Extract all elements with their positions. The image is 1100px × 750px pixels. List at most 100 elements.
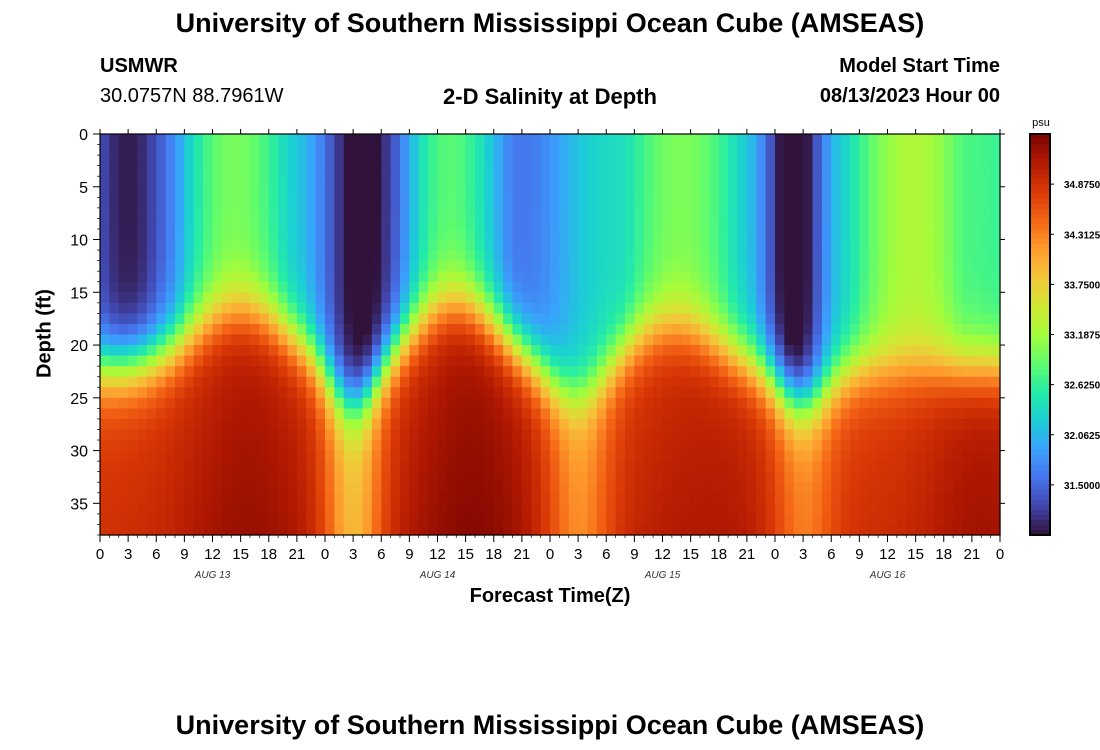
heatmap-cell: [231, 397, 242, 409]
heatmap-cell: [109, 218, 120, 230]
heatmap-cell: [362, 155, 373, 167]
heatmap-cell: [531, 292, 542, 304]
heatmap-cell: [278, 155, 289, 167]
heatmap-cell: [981, 492, 992, 504]
heatmap-cell: [428, 450, 439, 462]
heatmap-cell: [587, 186, 598, 198]
heatmap-cell: [765, 155, 776, 167]
heatmap-cell: [915, 292, 926, 304]
heatmap-cell: [400, 429, 410, 441]
day-label: AUG 16: [869, 570, 906, 581]
heatmap-cell: [315, 281, 326, 293]
y-tick-label: 5: [79, 180, 88, 197]
heatmap-cell: [296, 165, 307, 177]
heatmap-cell: [887, 239, 898, 251]
heatmap-cell: [737, 513, 748, 526]
heatmap-cell: [925, 461, 935, 473]
heatmap-cell: [259, 176, 270, 188]
heatmap-cell: [334, 271, 345, 283]
heatmap-cell: [934, 345, 945, 357]
heatmap-cell: [278, 239, 289, 251]
heatmap-cell: [784, 155, 795, 167]
heatmap-cell: [128, 429, 139, 441]
heatmap-cell: [784, 408, 795, 420]
heatmap-cell: [540, 239, 551, 251]
heatmap-cell: [231, 144, 242, 156]
heatmap-cell: [381, 513, 392, 526]
heatmap-cell: [859, 250, 870, 262]
heatmap-cell: [915, 461, 926, 473]
heatmap-cell: [578, 429, 589, 441]
heatmap-cell: [690, 134, 701, 146]
heatmap-cell: [662, 513, 673, 526]
heatmap-cell: [128, 397, 139, 409]
heatmap-cell: [681, 165, 692, 177]
heatmap-cell: [803, 345, 814, 357]
heatmap-cell: [775, 355, 785, 367]
heatmap-cell: [709, 355, 720, 367]
heatmap-cell: [915, 440, 926, 452]
heatmap-cell: [250, 355, 260, 367]
heatmap-cell: [625, 313, 635, 325]
heatmap-cell: [118, 239, 129, 251]
heatmap-cell: [400, 207, 410, 220]
heatmap-cell: [109, 302, 120, 314]
heatmap-cell: [578, 323, 589, 336]
heatmap-cell: [418, 366, 429, 378]
heatmap-cell: [765, 197, 776, 209]
heatmap-cell: [643, 366, 654, 378]
heatmap-cell: [756, 165, 767, 177]
heatmap-cell: [165, 323, 176, 336]
heatmap-cell: [512, 228, 523, 241]
heatmap-cell: [943, 302, 954, 314]
heatmap-cell: [615, 376, 626, 388]
heatmap-cell: [962, 387, 973, 399]
heatmap-cell: [700, 144, 710, 156]
colorbar-segment: [1030, 199, 1050, 205]
heatmap-cell: [681, 450, 692, 462]
heatmap-cell: [437, 134, 448, 146]
heatmap-cell: [887, 260, 898, 272]
heatmap-cell: [503, 408, 514, 420]
heatmap-cell: [943, 281, 954, 293]
heatmap-cell: [343, 440, 354, 452]
heatmap-cell: [746, 176, 757, 188]
heatmap-cell: [325, 323, 335, 336]
heatmap-cell: [521, 302, 532, 314]
heatmap-cell: [390, 302, 401, 314]
heatmap-cell: [540, 144, 551, 156]
heatmap-cell: [568, 440, 579, 452]
heatmap-cell: [221, 313, 232, 325]
heatmap-cell: [625, 408, 635, 420]
heatmap-cell: [109, 366, 120, 378]
heatmap-cell: [540, 345, 551, 357]
heatmap-cell: [296, 366, 307, 378]
heatmap-cell: [381, 524, 392, 536]
heatmap-cell: [953, 186, 964, 198]
heatmap-cell: [493, 355, 504, 367]
heatmap-cell: [343, 513, 354, 526]
heatmap-cell: [709, 218, 720, 230]
heatmap-cell: [212, 292, 223, 304]
heatmap-cell: [578, 176, 589, 188]
heatmap-cell: [878, 271, 889, 283]
heatmap-cell: [381, 186, 392, 198]
heatmap-cell: [437, 271, 448, 283]
heatmap-cell: [925, 165, 935, 177]
heatmap-cell: [296, 155, 307, 167]
heatmap-cell: [596, 513, 607, 526]
heatmap-cell: [446, 165, 457, 177]
heatmap-cell: [887, 440, 898, 452]
heatmap-cell: [746, 418, 757, 431]
heatmap-cell: [334, 397, 345, 409]
heatmap-cell: [381, 155, 392, 167]
heatmap-cell: [428, 292, 439, 304]
heatmap-cell: [362, 418, 373, 431]
heatmap-cell: [953, 250, 964, 262]
heatmap-cell: [953, 313, 964, 325]
heatmap-cell: [503, 366, 514, 378]
heatmap-cell: [512, 323, 523, 336]
heatmap-cell: [409, 334, 420, 346]
heatmap-cell: [287, 513, 298, 526]
heatmap-cell: [540, 440, 551, 452]
